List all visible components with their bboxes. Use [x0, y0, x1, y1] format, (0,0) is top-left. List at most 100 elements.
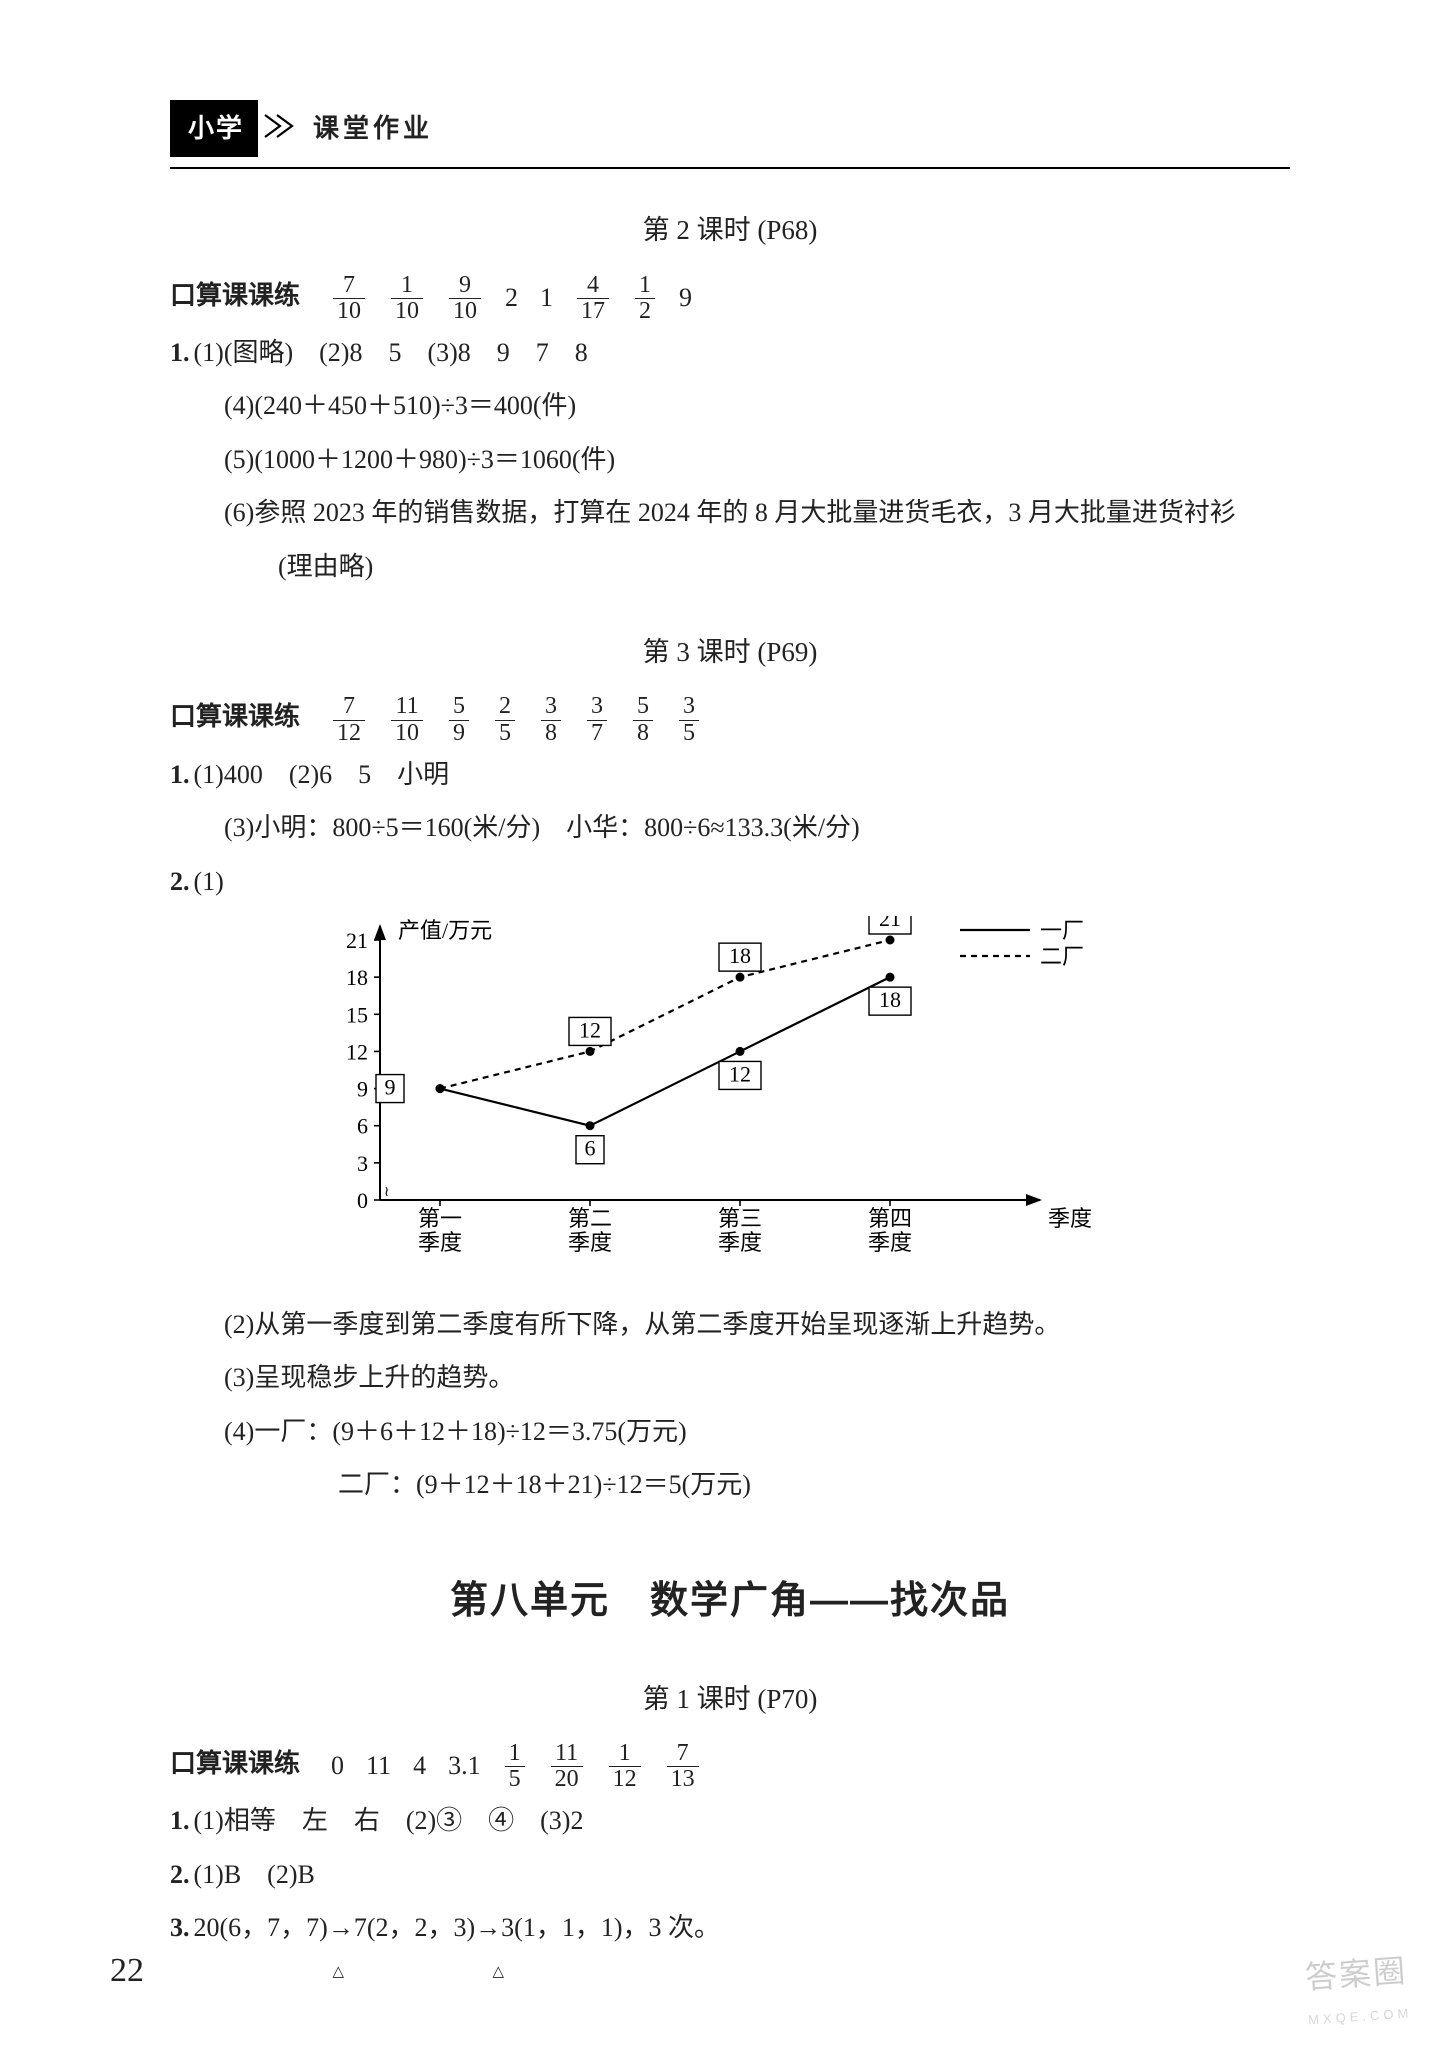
unit8-sec1-title: 第 1 课时 (P70): [170, 1674, 1290, 1725]
oral-value: 15: [503, 1740, 527, 1793]
u8-q1: 1.(1)相等 左 右 (2)③ ④ (3)2: [170, 1796, 1290, 1845]
watermark-sub: MXQE.COM: [1307, 2002, 1413, 2034]
svg-text:季度: 季度: [1048, 1206, 1092, 1231]
svg-text:15: 15: [346, 1002, 368, 1027]
watermark-main: 答案圈: [1304, 1953, 1408, 1996]
oral-value: 2: [505, 273, 518, 322]
q2-sec3: 2.(1): [170, 857, 1290, 906]
svg-text:9: 9: [357, 1076, 368, 1101]
u8-q3: 3.20(6，7，7)→7(2，2，3)→3(1，1，1)，3 次。: [170, 1903, 1290, 1952]
oral-value: 37: [585, 693, 609, 746]
chevron-icon: [263, 106, 301, 155]
svg-text:3: 3: [357, 1151, 368, 1176]
section-2-title: 第 2 课时 (P68): [170, 205, 1290, 256]
oral-value: 1120: [549, 1740, 585, 1793]
page: 小学 课堂作业 第 2 课时 (P68) 口算课课练 7101109102141…: [0, 0, 1440, 2060]
svg-text:≀: ≀: [384, 1185, 389, 1200]
oral-value: 9: [679, 273, 692, 322]
oral-value: 710: [331, 271, 367, 324]
q1-sec2-4: (4)(240＋450＋510)÷3＝400(件): [170, 381, 1290, 430]
svg-text:第四: 第四: [868, 1206, 912, 1231]
svg-text:第一: 第一: [418, 1206, 462, 1231]
unit-8-title: 第八单元 数学广角——找次品: [170, 1565, 1290, 1637]
oral-value: 4: [413, 1741, 426, 1790]
header-subtitle: 课堂作业: [313, 113, 433, 143]
oral-value: 112: [607, 1740, 643, 1793]
q1-sec2-6b: (理由略): [170, 542, 1290, 591]
svg-text:12: 12: [729, 1061, 751, 1086]
svg-text:12: 12: [579, 1017, 601, 1042]
q1-sec3: 1.(1)400 (2)6 5 小明: [170, 750, 1290, 799]
svg-text:季度: 季度: [868, 1230, 912, 1255]
oral-value: 59: [447, 693, 471, 746]
svg-text:18: 18: [879, 987, 901, 1012]
text: (1): [194, 867, 224, 896]
q2-sec3-2: (2)从第一季度到第二季度有所下降，从第二季度开始呈现逐渐上升趋势。: [170, 1300, 1290, 1349]
text: (1)400 (2)6 5 小明: [194, 760, 450, 789]
oral-label: 口算课课练: [170, 701, 300, 731]
oral-row-sec3: 口算课课练 712 1110 59 25 38 37 58 35: [170, 692, 1290, 745]
svg-text:季度: 季度: [568, 1230, 612, 1255]
svg-text:产值/万元: 产值/万元: [398, 918, 492, 943]
svg-text:第二: 第二: [568, 1206, 612, 1231]
svg-text:6: 6: [585, 1136, 596, 1161]
running-header: 小学 课堂作业: [170, 100, 1290, 169]
triangle-icon: △: [493, 1964, 505, 1980]
oral-row-sec2: 口算课课练 710 110 910 21 417 12 9: [170, 271, 1290, 324]
oral-value: 38: [539, 693, 563, 746]
header-badge: 小学: [170, 100, 258, 157]
page-number: 22: [110, 1939, 144, 2004]
oral-value: 1: [540, 273, 553, 322]
text: (1)(图略) (2)8 5 (3)8 9 7 8: [194, 338, 588, 367]
q2-sec3-4b: 二厂：(9＋12＋18＋21)÷12＝5(万元): [170, 1460, 1290, 1509]
oral-value: 1110: [389, 693, 425, 746]
text: (1)相等 左 右 (2)③ ④ (3)2: [194, 1806, 584, 1835]
q1-sec2-5: (5)(1000＋1200＋980)÷3＝1060(件): [170, 435, 1290, 484]
svg-text:21: 21: [879, 916, 901, 931]
oral-value: 712: [331, 693, 367, 746]
svg-text:18: 18: [346, 965, 368, 990]
line-chart: 036912151821≀第一季度第二季度第三季度第四季度产值/万元季度9121…: [290, 916, 1110, 1286]
text: (1)B (2)B: [194, 1860, 315, 1889]
chart-svg: 036912151821≀第一季度第二季度第三季度第四季度产值/万元季度9121…: [290, 916, 1110, 1286]
q1-sec3-3: (3)小明：800÷5＝160(米/分) 小华：800÷6≈133.3(米/分): [170, 803, 1290, 852]
oral-value: 3.1: [448, 1741, 481, 1790]
oral-value: 110: [389, 271, 425, 324]
triangle-icon: △: [333, 1964, 345, 1980]
svg-text:二厂: 二厂: [1040, 944, 1084, 969]
q1-sec2-6: (6)参照 2023 年的销售数据，打算在 2024 年的 8 月大批量进货毛衣…: [170, 488, 1290, 537]
oral-label: 口算课课练: [170, 280, 300, 310]
q2-sec3-3: (3)呈现稳步上升的趋势。: [170, 1353, 1290, 1402]
oral-label: 口算课课练: [170, 1748, 300, 1778]
text: →3(1，1，1)，3 次。: [475, 1913, 720, 1942]
header-rule: [170, 167, 1290, 169]
section-3-title: 第 3 课时 (P69): [170, 627, 1290, 678]
oral-value: 35: [677, 693, 701, 746]
u8-q2: 2.(1)B (2)B: [170, 1850, 1290, 1899]
text: →7(2，2，3): [328, 1913, 475, 1942]
text: 20(6，7，7): [194, 1913, 328, 1942]
oral-value: 58: [631, 693, 655, 746]
oral-row-unit8: 口算课课练 0 11 4 3.1 15 1120 112 713: [170, 1739, 1290, 1792]
u8-q3-tri: △ △: [170, 1947, 1290, 1996]
oral-value: 12: [633, 271, 657, 324]
svg-text:18: 18: [729, 943, 751, 968]
oral-value: 713: [665, 1740, 701, 1793]
q2-sec3-4: (4)一厂：(9＋6＋12＋18)÷12＝3.75(万元): [170, 1407, 1290, 1456]
svg-text:第三: 第三: [718, 1206, 762, 1231]
svg-text:6: 6: [357, 1114, 368, 1139]
oral-value: 11: [366, 1741, 391, 1790]
svg-text:12: 12: [346, 1039, 368, 1064]
oral-value: 417: [575, 271, 611, 324]
oral-value: 910: [447, 271, 483, 324]
oral-value: 25: [493, 693, 517, 746]
svg-text:21: 21: [346, 928, 368, 953]
svg-text:季度: 季度: [718, 1230, 762, 1255]
q1-sec2: 1.(1)(图略) (2)8 5 (3)8 9 7 8: [170, 328, 1290, 377]
svg-text:9: 9: [385, 1074, 396, 1099]
svg-text:一厂: 一厂: [1040, 918, 1084, 943]
watermark: 答案圈 MXQE.COM: [1303, 1941, 1413, 2034]
oral-value: 0: [331, 1741, 344, 1790]
svg-text:0: 0: [357, 1188, 368, 1213]
svg-text:季度: 季度: [418, 1230, 462, 1255]
